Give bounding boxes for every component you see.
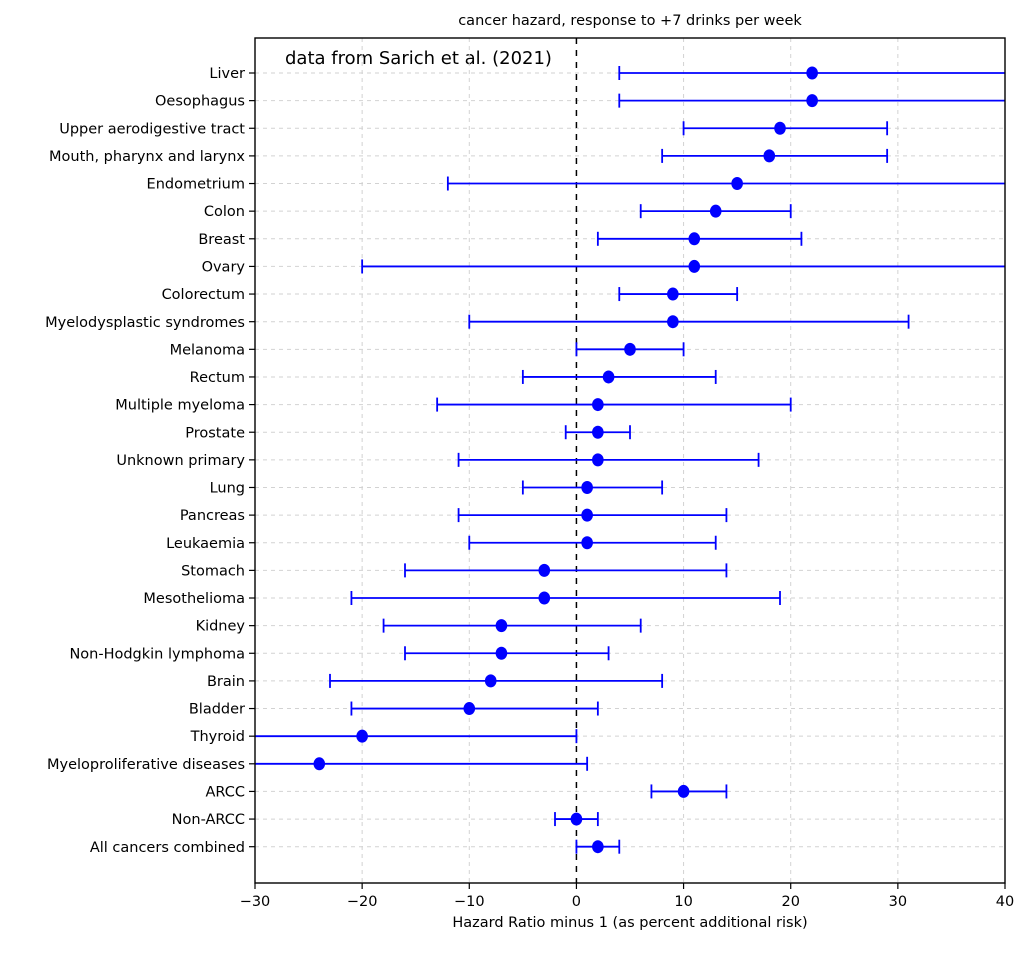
y-tick-label: Rectum — [190, 370, 245, 386]
y-tick-label: Bladder — [189, 702, 245, 718]
x-tick-label: −10 — [454, 894, 485, 910]
data-point — [688, 232, 701, 246]
data-point — [313, 757, 326, 771]
y-tick-label: Breast — [198, 232, 245, 248]
y-tick-label: Pancreas — [180, 508, 245, 524]
data-point — [495, 646, 508, 660]
y-tick-label: Upper aerodigestive tract — [59, 121, 245, 137]
data-point — [677, 784, 690, 798]
x-tick-label: −30 — [240, 894, 271, 910]
y-tick-label: Non-ARCC — [172, 812, 245, 828]
y-tick-label: Lung — [210, 481, 245, 497]
data-point — [495, 619, 508, 633]
y-tick-label: Ovary — [202, 260, 246, 276]
data-point — [667, 287, 679, 301]
x-axis-label: Hazard Ratio minus 1 (as percent additio… — [452, 915, 808, 931]
data-point — [484, 674, 497, 688]
x-tick-label: 20 — [781, 894, 799, 910]
y-tick-label: Melanoma — [170, 342, 245, 358]
y-tick-label: Multiple myeloma — [115, 398, 245, 414]
plot-frame — [254, 37, 1006, 884]
source-annotation: data from Sarich et al. (2021) — [285, 48, 552, 69]
y-tick-label: Myeloproliferative diseases — [47, 757, 245, 773]
data-point — [806, 66, 818, 80]
data-point — [709, 204, 722, 218]
y-tick-label: Mesothelioma — [143, 591, 245, 607]
y-tick-label: Colon — [204, 204, 245, 220]
data-point — [592, 398, 604, 412]
data-point — [570, 812, 583, 826]
data-point — [592, 840, 604, 854]
data-point — [774, 121, 786, 135]
data-point — [667, 315, 679, 329]
chart-title: cancer hazard, response to +7 drinks per… — [458, 13, 802, 29]
x-tick-label: −20 — [347, 894, 378, 910]
y-tick-label: Thyroid — [190, 729, 245, 745]
y-tick-label: Unknown primary — [116, 453, 245, 469]
y-tick-label: Non-Hodgkin lymphoma — [69, 646, 245, 662]
y-tick-label: Myelodysplastic syndromes — [45, 315, 245, 331]
y-tick-label: Prostate — [185, 425, 245, 441]
data-point — [592, 425, 604, 439]
data-point — [581, 536, 593, 550]
x-tick-label: 30 — [889, 894, 907, 910]
y-tick-label: Kidney — [196, 619, 246, 635]
data-point — [356, 729, 368, 743]
data-point — [624, 342, 636, 356]
data-point — [538, 563, 551, 577]
data-point — [463, 702, 476, 716]
data-point — [538, 591, 551, 605]
y-tick-label: Oesophagus — [155, 94, 245, 110]
data-point — [602, 370, 615, 384]
y-tick-label: ARCC — [205, 785, 245, 801]
y-tick-label: Stomach — [181, 563, 245, 579]
data-point — [581, 480, 593, 494]
x-tick-label: 40 — [996, 894, 1014, 910]
data-point — [688, 259, 701, 273]
y-tick-label: All cancers combined — [90, 840, 245, 856]
data-point — [581, 508, 593, 522]
y-tick-label: Endometrium — [147, 177, 245, 193]
y-tick-label: Liver — [209, 66, 245, 82]
data-point — [806, 94, 818, 108]
x-tick-label: 10 — [674, 894, 692, 910]
y-tick-label: Mouth, pharynx and larynx — [49, 149, 245, 165]
y-tick-label: Colorectum — [162, 287, 245, 303]
y-tick-label: Leukaemia — [166, 536, 245, 552]
data-point — [763, 149, 776, 163]
data-point — [731, 177, 743, 191]
y-tick-label: Brain — [207, 674, 245, 690]
x-tick-label: 0 — [572, 894, 581, 910]
data-point — [592, 453, 604, 467]
